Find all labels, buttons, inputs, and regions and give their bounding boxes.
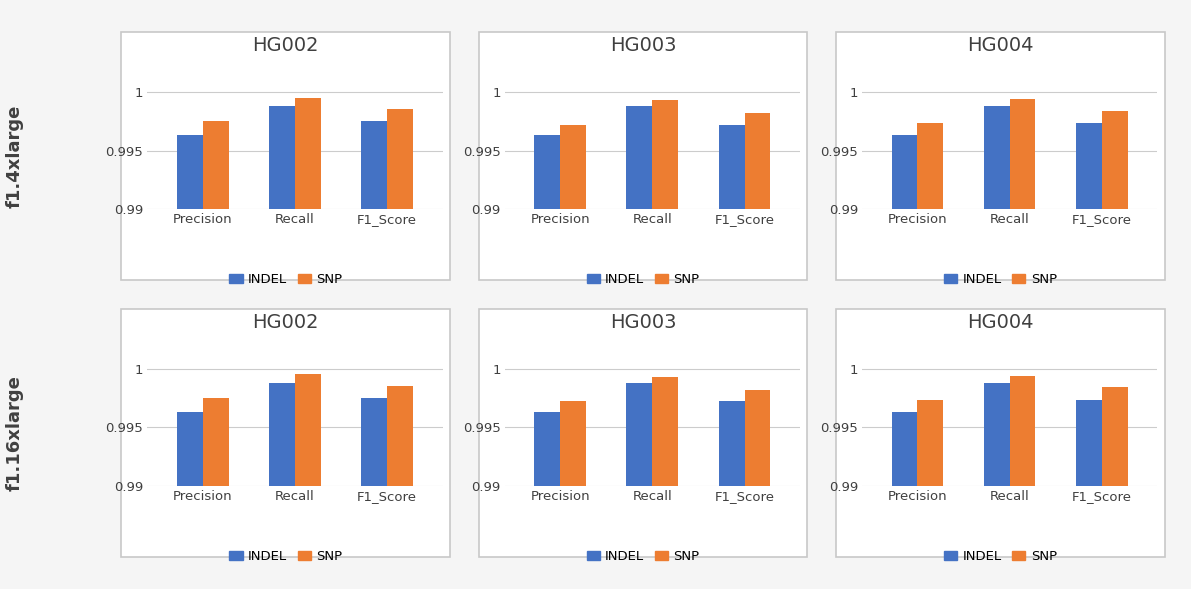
Bar xyxy=(1010,376,1035,589)
Bar xyxy=(744,113,771,589)
Bar xyxy=(1075,401,1102,589)
Bar xyxy=(718,125,744,589)
Legend: INDEL, SNP: INDEL, SNP xyxy=(939,545,1062,568)
Bar xyxy=(653,100,678,589)
Text: HG003: HG003 xyxy=(610,313,676,332)
Bar xyxy=(626,106,653,589)
Bar xyxy=(626,383,653,589)
Bar xyxy=(1010,99,1035,589)
Bar xyxy=(361,398,387,589)
Bar xyxy=(295,375,320,589)
Legend: INDEL, SNP: INDEL, SNP xyxy=(581,545,705,568)
Bar xyxy=(917,401,943,589)
Bar xyxy=(177,135,202,589)
Bar xyxy=(892,135,917,589)
Bar xyxy=(535,412,560,589)
Bar xyxy=(1075,124,1102,589)
Bar xyxy=(177,412,202,589)
Legend: INDEL, SNP: INDEL, SNP xyxy=(581,268,705,292)
Bar xyxy=(202,398,229,589)
Bar xyxy=(892,412,917,589)
Legend: INDEL, SNP: INDEL, SNP xyxy=(939,268,1062,292)
Bar xyxy=(1102,388,1128,589)
Text: HG004: HG004 xyxy=(967,313,1034,332)
Bar xyxy=(361,121,387,589)
Text: HG002: HG002 xyxy=(252,313,319,332)
Bar xyxy=(269,383,295,589)
Bar xyxy=(917,124,943,589)
Bar xyxy=(984,383,1010,589)
Bar xyxy=(387,110,413,589)
Bar xyxy=(560,125,586,589)
Text: f1.16xlarge: f1.16xlarge xyxy=(6,375,24,491)
Bar xyxy=(295,98,320,589)
Text: HG002: HG002 xyxy=(252,37,319,55)
Bar xyxy=(269,106,295,589)
Bar xyxy=(387,386,413,589)
Bar xyxy=(535,135,560,589)
Legend: INDEL, SNP: INDEL, SNP xyxy=(224,545,348,568)
Bar xyxy=(984,106,1010,589)
Text: f1.4xlarge: f1.4xlarge xyxy=(6,104,24,208)
Bar xyxy=(560,402,586,589)
Legend: INDEL, SNP: INDEL, SNP xyxy=(224,268,348,292)
Bar xyxy=(653,377,678,589)
Bar xyxy=(744,390,771,589)
Bar xyxy=(202,121,229,589)
Text: HG004: HG004 xyxy=(967,37,1034,55)
Bar xyxy=(1102,111,1128,589)
Bar xyxy=(718,402,744,589)
Text: HG003: HG003 xyxy=(610,37,676,55)
